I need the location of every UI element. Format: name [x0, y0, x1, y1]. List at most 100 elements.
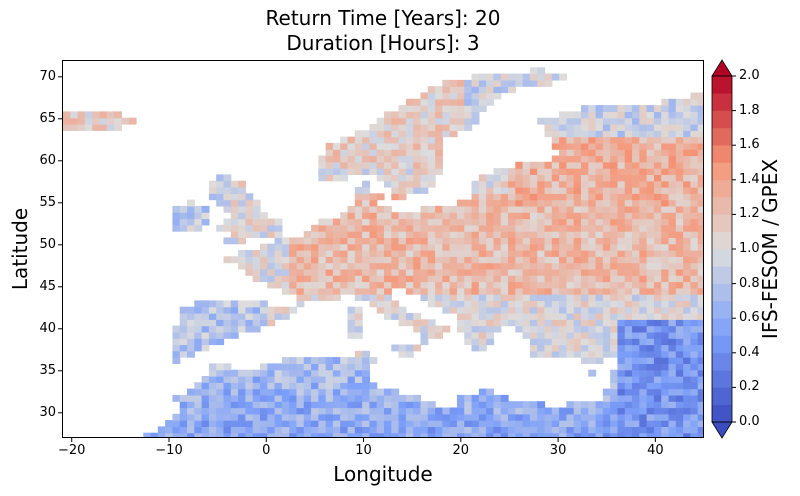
- heatmap-cell: [697, 313, 703, 320]
- heatmap-cell: [405, 142, 414, 150]
- heatmap-cell: [544, 243, 553, 251]
- heatmap-cell: [624, 325, 633, 333]
- heatmap-cell: [559, 174, 567, 182]
- heatmap-cell: [354, 231, 363, 238]
- heatmap-cell: [362, 142, 371, 150]
- heatmap-cell: [500, 193, 509, 201]
- heatmap-cell: [661, 231, 670, 238]
- heatmap-cell: [216, 363, 225, 371]
- heatmap-cell: [332, 281, 341, 289]
- heatmap-cell: [544, 237, 553, 245]
- heatmap-cell: [632, 357, 640, 364]
- heatmap-cell: [478, 212, 487, 220]
- heatmap-cell: [566, 130, 575, 138]
- heatmap-cell: [384, 262, 392, 270]
- heatmap-cell: [420, 124, 429, 131]
- heatmap-cell: [435, 224, 443, 232]
- heatmap-cell: [675, 117, 684, 125]
- heatmap-cell: [354, 218, 363, 226]
- heatmap-cell: [661, 413, 670, 421]
- heatmap-cell: [690, 426, 699, 434]
- heatmap-cell: [683, 369, 692, 377]
- heatmap-cell: [194, 401, 203, 409]
- heatmap-cell: [588, 294, 597, 301]
- heatmap-cell: [442, 300, 451, 308]
- heatmap-cell: [201, 338, 210, 346]
- heatmap-cell: [449, 432, 458, 437]
- heatmap-cell: [318, 155, 327, 163]
- heatmap-cell: [595, 275, 604, 283]
- heatmap-cell: [384, 420, 392, 427]
- heatmap-cell: [420, 218, 429, 226]
- heatmap-cell: [668, 262, 677, 270]
- heatmap-cell: [661, 432, 670, 437]
- colorbar-segment: [712, 318, 732, 336]
- heatmap-cell: [675, 369, 684, 377]
- heatmap-cell: [354, 388, 363, 396]
- heatmap-cell: [332, 376, 341, 383]
- heatmap-cell: [602, 136, 611, 144]
- heatmap-cell: [398, 250, 407, 257]
- heatmap-cell: [405, 287, 414, 295]
- heatmap-cell: [632, 231, 640, 238]
- heatmap-cell: [646, 155, 655, 163]
- heatmap-cell: [456, 407, 465, 415]
- heatmap-cell: [580, 231, 589, 238]
- heatmap-cell: [354, 136, 363, 144]
- heatmap-cell: [668, 231, 677, 238]
- heatmap-cell: [449, 420, 458, 427]
- heatmap-cell: [646, 281, 655, 289]
- heatmap-cell: [551, 407, 560, 415]
- heatmap-cell: [478, 331, 487, 339]
- heatmap-cell: [661, 155, 670, 163]
- heatmap-cell: [420, 168, 429, 175]
- heatmap-cell: [617, 256, 626, 264]
- heatmap-cell: [522, 168, 531, 175]
- heatmap-cell: [187, 401, 195, 409]
- heatmap-cell: [311, 231, 319, 238]
- heatmap-cell: [478, 174, 487, 182]
- heatmap-cell: [311, 401, 319, 409]
- heatmap-cell: [187, 325, 195, 333]
- heatmap-cell: [646, 205, 655, 213]
- heatmap-cell: [610, 161, 619, 169]
- heatmap-cell: [252, 268, 261, 276]
- heatmap-cell: [369, 136, 378, 144]
- heatmap-cell: [515, 174, 524, 182]
- heatmap-cell: [544, 306, 553, 314]
- heatmap-cell: [172, 432, 181, 437]
- heatmap-cell: [289, 420, 298, 427]
- colorbar-segment: [712, 179, 732, 198]
- heatmap-cell: [632, 155, 640, 163]
- heatmap-cell: [508, 180, 516, 188]
- heatmap-cell: [398, 306, 407, 314]
- heatmap-cell: [391, 136, 400, 144]
- heatmap-cell: [661, 224, 670, 232]
- y-tick-label: 55: [39, 194, 56, 210]
- heatmap-cell: [559, 256, 567, 264]
- heatmap-cell: [208, 180, 217, 188]
- heatmap-cell: [362, 149, 371, 157]
- heatmap-cell: [551, 155, 560, 163]
- heatmap-cell: [238, 212, 246, 220]
- heatmap-cell: [405, 180, 414, 188]
- heatmap-cell: [427, 231, 436, 238]
- heatmap-cell: [362, 262, 371, 270]
- heatmap-cell: [449, 117, 458, 125]
- heatmap-cell: [194, 300, 203, 308]
- heatmap-cell: [683, 420, 692, 427]
- heatmap-cell: [646, 357, 655, 364]
- heatmap-cell: [559, 193, 567, 201]
- heatmap-cell: [690, 250, 699, 257]
- heatmap-cell: [639, 168, 648, 175]
- heatmap-cell: [595, 306, 604, 314]
- heatmap-cell: [194, 432, 203, 437]
- heatmap-cell: [201, 413, 210, 421]
- heatmap-cell: [508, 250, 516, 257]
- heatmap-cell: [595, 243, 604, 251]
- heatmap-cell: [675, 124, 684, 131]
- heatmap-cell: [274, 243, 283, 251]
- heatmap-cell: [683, 243, 692, 251]
- heatmap-cell: [675, 268, 684, 276]
- heatmap-cell: [405, 313, 414, 320]
